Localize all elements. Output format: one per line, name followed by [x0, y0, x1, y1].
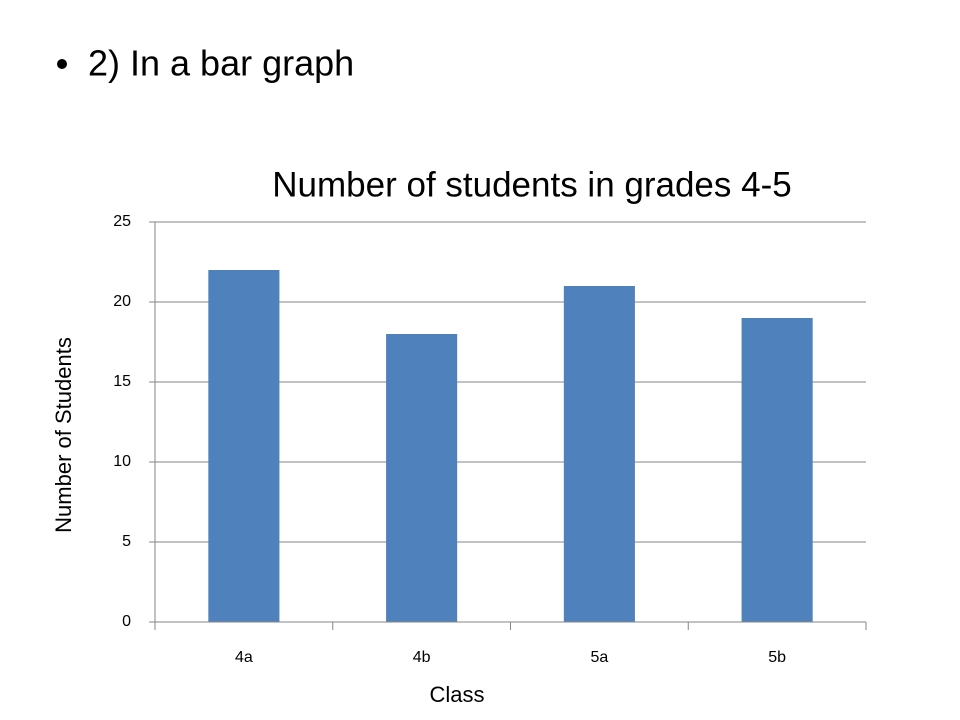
y-tick-label: 10: [113, 453, 131, 470]
y-tick-label: 5: [122, 533, 131, 550]
y-tick-label: 20: [113, 293, 131, 310]
bar: [208, 270, 280, 622]
x-tick-label: 5a: [590, 649, 608, 666]
y-tick-label: 15: [113, 373, 131, 390]
x-tick-label: 5b: [768, 649, 786, 666]
x-axis-label: Class: [429, 682, 484, 707]
y-tick-label: 25: [113, 213, 131, 230]
bar: [386, 334, 458, 622]
x-tick-label: 4a: [235, 649, 253, 666]
chart-title: Number of students in grades 4-5: [272, 165, 791, 204]
y-axis-label: Number of Students: [51, 337, 76, 533]
x-tick-label: 4b: [413, 649, 431, 666]
bar: [563, 286, 635, 622]
bullet-dot: [57, 59, 67, 69]
bullet-text: 2) In a bar graph: [88, 43, 354, 84]
bar: [741, 318, 813, 622]
y-tick-label: 0: [122, 613, 131, 630]
